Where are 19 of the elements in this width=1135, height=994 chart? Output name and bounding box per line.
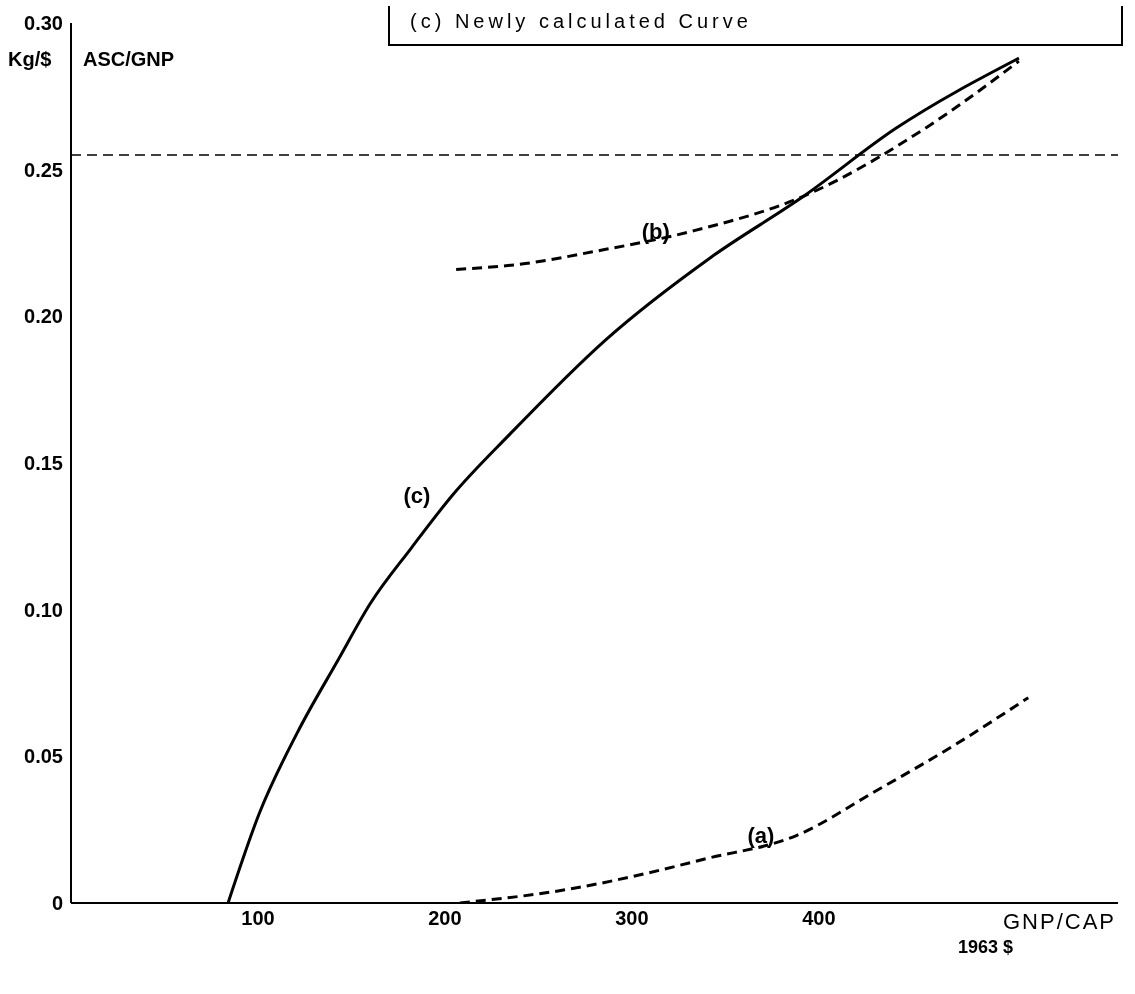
y-tick-label: 0 [51, 892, 63, 915]
annotation: ASC/GNP [83, 48, 175, 71]
y-tick-label: 0.25 [24, 158, 63, 181]
series-label: (a) [747, 823, 775, 849]
annotation: (c) Newly calculated Curve [388, 6, 1123, 46]
y-tick-label: 0.15 [24, 452, 63, 475]
x-tick-label: 200 [428, 907, 462, 930]
y-tick-label: 0.05 [24, 745, 63, 768]
y-tick-label: 0.30 [24, 12, 63, 35]
series-label: (b) [641, 219, 670, 245]
x-axis-title: GNP/CAP [1002, 909, 1116, 935]
y-axis-title: Kg/$ [8, 48, 52, 71]
y-tick-label: 0.10 [24, 598, 63, 621]
x-tick-label: 300 [615, 907, 649, 930]
series-label: (c) [403, 483, 431, 509]
x-tick-label: 400 [802, 907, 836, 930]
text: 1963 $ [958, 937, 1014, 958]
x-tick-label: 100 [241, 907, 275, 930]
y-tick-label: 0.20 [24, 305, 63, 328]
